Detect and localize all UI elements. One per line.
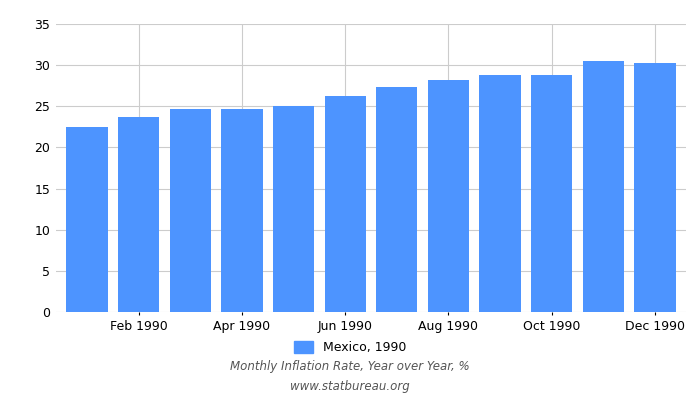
Bar [480, 75, 521, 312]
Bar [634, 64, 676, 312]
Bar [221, 109, 262, 312]
Legend: Mexico, 1990: Mexico, 1990 [289, 336, 411, 359]
Bar [273, 106, 314, 312]
Bar [376, 87, 417, 312]
Text: www.statbureau.org: www.statbureau.org [290, 380, 410, 393]
Bar [66, 127, 108, 312]
Bar [169, 109, 211, 312]
Bar [582, 61, 624, 312]
Text: Monthly Inflation Rate, Year over Year, %: Monthly Inflation Rate, Year over Year, … [230, 360, 470, 373]
Bar [325, 96, 366, 312]
Bar [118, 117, 160, 312]
Bar [428, 80, 469, 312]
Bar [531, 75, 573, 312]
